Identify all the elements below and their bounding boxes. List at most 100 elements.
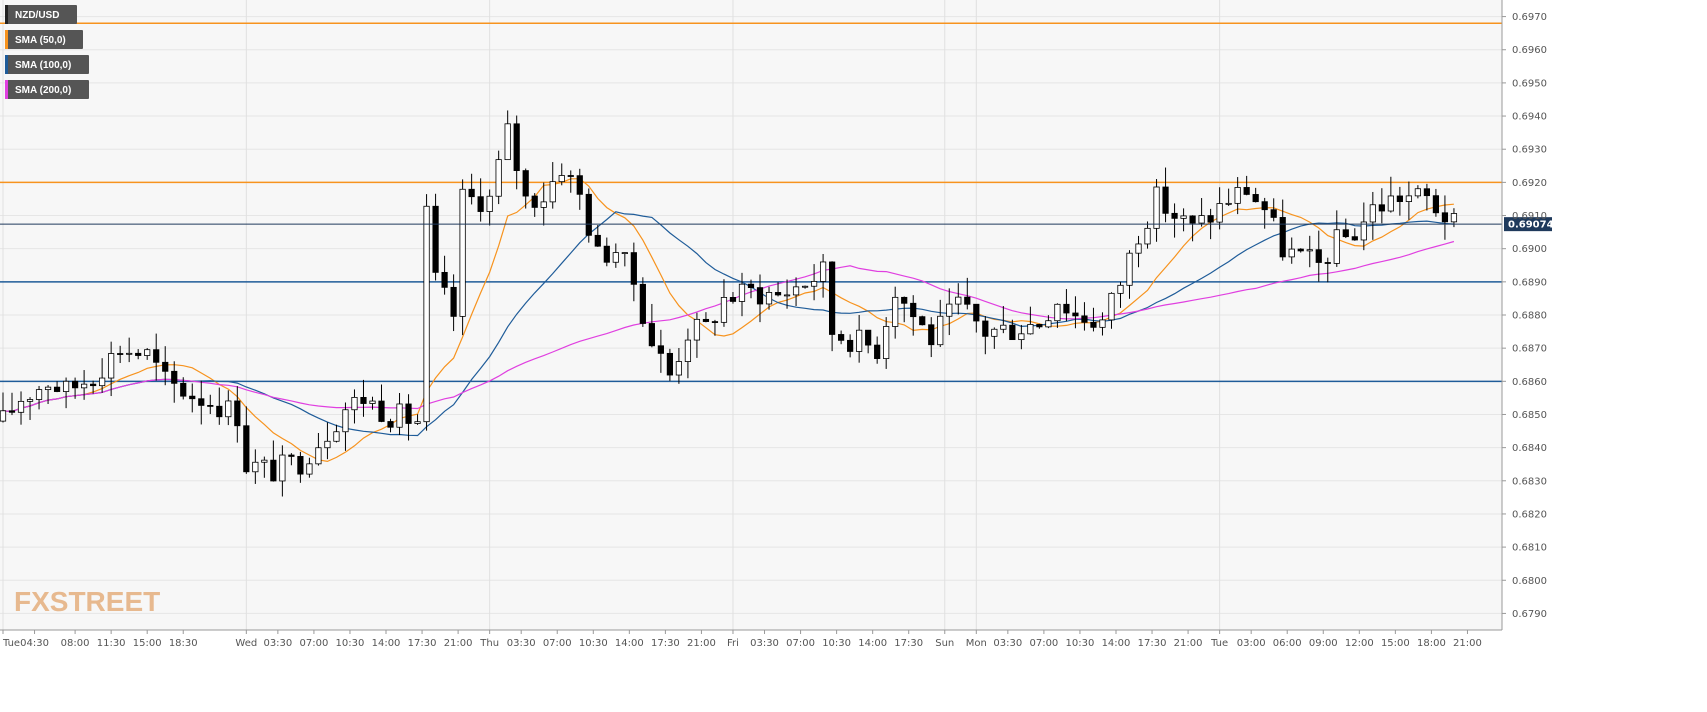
candle	[189, 383, 196, 413]
candle	[666, 348, 673, 381]
candle-body	[801, 285, 809, 288]
candle	[306, 457, 313, 478]
candle-body	[765, 292, 773, 305]
candle	[35, 385, 43, 410]
candle	[261, 456, 268, 478]
candle-body	[666, 352, 673, 376]
candle	[973, 303, 980, 333]
candle	[53, 381, 61, 393]
candle-body	[270, 459, 277, 482]
candle-body	[1405, 195, 1412, 202]
candle-body	[792, 286, 800, 296]
x-tick-label: Mon	[966, 638, 987, 649]
candle-body	[1288, 248, 1295, 258]
legend-item-bg	[5, 5, 77, 24]
candle-body	[531, 195, 538, 208]
candle-body	[1063, 303, 1070, 314]
candle-body	[756, 287, 764, 305]
x-tick-label: 07:00	[1029, 638, 1058, 649]
candle	[1018, 324, 1025, 350]
candle	[747, 279, 755, 299]
candle-body	[1306, 249, 1313, 252]
y-tick-label: 0.6860	[1512, 377, 1547, 388]
candle	[1387, 176, 1394, 213]
candle	[1081, 302, 1088, 331]
candle	[1297, 248, 1304, 253]
candle-body	[522, 170, 529, 197]
y-tick-label: 0.6960	[1512, 45, 1547, 56]
candle	[1063, 289, 1070, 322]
candle	[513, 115, 520, 190]
y-tick-label: 0.6870	[1512, 344, 1547, 355]
candle	[153, 333, 160, 381]
candle	[594, 225, 601, 247]
candle-body	[1126, 252, 1133, 286]
candle	[612, 243, 619, 268]
candle-body	[883, 326, 890, 359]
candle-body	[405, 403, 412, 424]
legend-label: SMA (100,0)	[15, 60, 71, 71]
legend-item[interactable]: SMA (50,0)	[5, 30, 83, 49]
candle	[1225, 188, 1232, 206]
candle-body	[973, 303, 980, 322]
candle	[477, 178, 484, 222]
candle-body	[1189, 215, 1196, 224]
candle	[549, 162, 556, 209]
candle-body	[108, 353, 115, 379]
candle	[702, 312, 710, 323]
candle-body	[1081, 315, 1088, 323]
candle	[883, 317, 890, 369]
legend-item[interactable]: SMA (200,0)	[5, 80, 89, 99]
candle-body	[856, 329, 863, 352]
current-price-tag	[1504, 217, 1552, 232]
candle-body	[135, 352, 142, 356]
candle-body	[396, 403, 403, 428]
candle	[207, 394, 214, 415]
candle-body	[1099, 319, 1106, 328]
x-tick-label: 12:00	[1345, 638, 1374, 649]
y-tick-label: 0.6790	[1512, 609, 1547, 620]
candle-body	[937, 315, 944, 346]
candle-body	[53, 386, 61, 392]
candle	[783, 279, 791, 309]
legend-item[interactable]: SMA (100,0)	[5, 55, 89, 74]
candle-body	[928, 324, 935, 346]
candle-body	[1423, 188, 1431, 197]
x-tick-label: Sun	[935, 638, 954, 649]
legend-swatch	[5, 30, 8, 49]
candle	[44, 385, 52, 404]
candle	[468, 173, 475, 205]
legend-label: SMA (50,0)	[15, 35, 66, 46]
candle-body	[829, 261, 836, 335]
y-tick-label: 0.6910	[1512, 211, 1547, 222]
candle-body	[1117, 284, 1124, 294]
candle	[270, 440, 277, 482]
y-tick-label: 0.6810	[1512, 543, 1547, 554]
candle-body	[513, 123, 520, 171]
candle	[117, 345, 124, 363]
candle	[432, 193, 439, 281]
candle	[342, 402, 349, 451]
candle-body	[117, 353, 124, 355]
candle	[657, 329, 664, 373]
candle	[1288, 237, 1295, 264]
candle-body	[432, 205, 439, 273]
candle	[874, 336, 881, 364]
candle-body	[414, 421, 421, 424]
candle	[1261, 197, 1268, 229]
current-price-label: 0.69074	[1508, 220, 1554, 231]
candle-body	[1252, 194, 1259, 203]
candle-body	[594, 234, 601, 247]
current-price: 0.69074	[0, 217, 1554, 232]
x-tick-label: 06:00	[1273, 638, 1302, 649]
candle	[360, 379, 367, 417]
candle-body	[207, 405, 214, 407]
candle	[1135, 235, 1142, 268]
candle-body	[126, 352, 133, 355]
candle-body	[964, 296, 971, 305]
legend-item[interactable]: NZD/USD	[5, 5, 77, 24]
candle	[1441, 195, 1449, 240]
candle	[450, 274, 457, 332]
candle	[801, 285, 809, 289]
legend-item-bg	[5, 55, 89, 74]
